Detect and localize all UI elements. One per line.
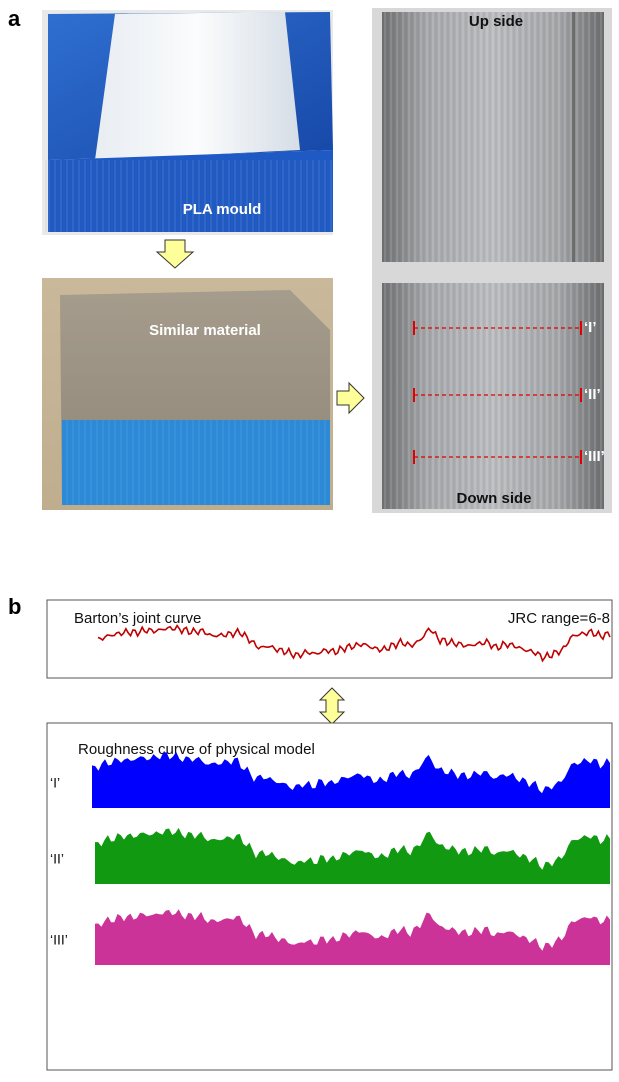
section-label: ‘III’ — [584, 448, 605, 465]
photo-label: Similar material — [149, 322, 261, 339]
box-note: JRC range=6-8 — [508, 610, 610, 627]
box-title: Roughness curve of physical model — [78, 741, 315, 758]
mould-photo: PLA mould — [42, 10, 333, 235]
panel-label: a — [8, 6, 21, 31]
arrow — [157, 240, 193, 268]
section-label: ‘I’ — [584, 319, 597, 336]
curve-label: ‘III’ — [50, 932, 68, 948]
panel-label: b — [8, 594, 21, 619]
photo-label: PLA mould — [183, 201, 262, 218]
figure: a PLA mould Similar material Up side Dow… — [0, 0, 619, 1077]
specimen-photo: Up side Down side ‘I’ ‘II’ ‘III’ — [372, 8, 612, 513]
arrow — [337, 383, 364, 413]
material-photo: Similar material — [42, 278, 333, 510]
box-title: Barton’s joint curve — [74, 610, 201, 627]
curve-label: ‘I’ — [50, 775, 60, 791]
section-label: ‘II’ — [584, 386, 601, 403]
side-label: Down side — [456, 490, 531, 507]
arrow — [320, 688, 344, 724]
curve-label: ‘II’ — [50, 851, 64, 867]
side-label: Up side — [469, 13, 523, 30]
